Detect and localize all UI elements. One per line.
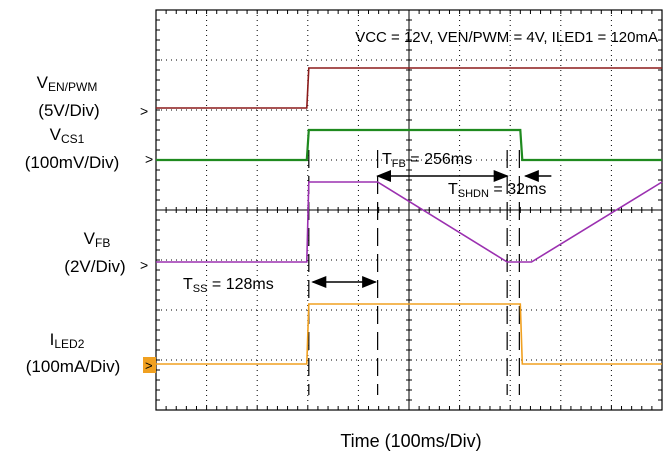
marker-iled-box [143, 357, 156, 373]
trace-iled [156, 303, 662, 365]
svg-text:VFB: VFB [84, 229, 111, 250]
header-text: VCC = 12V, VEN/PWM = 4V, ILED1 = 120mA [355, 29, 658, 46]
svg-text:VCS1: VCS1 [50, 125, 85, 146]
svg-text:(5V/Div): (5V/Div) [38, 101, 99, 120]
svg-text:(2V/Div): (2V/Div) [64, 257, 125, 276]
svg-text:(100mV/Div): (100mV/Div) [25, 153, 119, 172]
timing-arrows [311, 170, 552, 288]
channel-label-vcs: VCS1 (100mV/Div) [25, 125, 119, 172]
timing-markers [308, 150, 520, 395]
annotation-tshdn: TSHDN = 32ms [448, 181, 546, 200]
svg-text:(100mA/Div): (100mA/Div) [26, 357, 120, 376]
trace-ven [156, 67, 662, 109]
x-axis-label: Time (100ms/Div) [340, 431, 481, 451]
marker-iled: > [145, 358, 153, 373]
channel-label-ven: VEN/PWM (5V/Div) [37, 73, 100, 120]
annotation-tfb: TFB = 256ms [382, 151, 472, 170]
traces [156, 67, 663, 365]
annotation-tss: TSS = 128ms [183, 276, 274, 295]
channel-label-vfb: VFB (2V/Div) [64, 229, 125, 276]
marker-vfb: > [140, 257, 148, 273]
channel-label-iled: ILED2 (100mA/Div) [26, 330, 120, 376]
svg-text:ILED2: ILED2 [50, 330, 85, 351]
marker-vcs: > [145, 151, 153, 167]
trace-vcs [156, 128, 662, 162]
svg-text:VEN/PWM: VEN/PWM [37, 73, 98, 94]
trace-vfb [156, 181, 663, 263]
marker-ven: > [140, 103, 148, 119]
graticule [155, 9, 663, 411]
